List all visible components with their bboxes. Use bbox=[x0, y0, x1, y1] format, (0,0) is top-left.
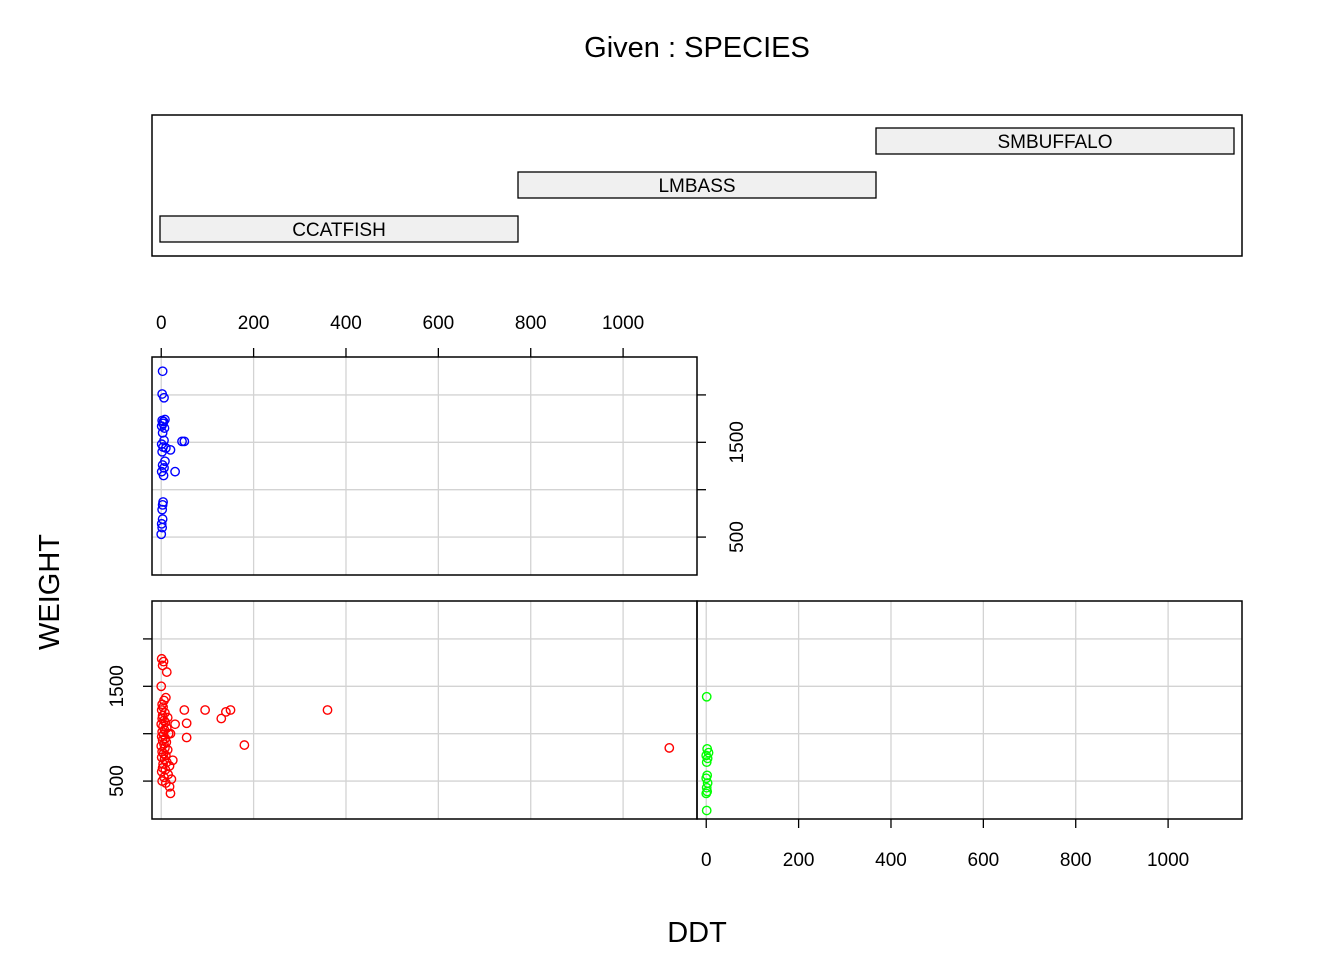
panel-lmbass: 0 200 400 600 800 1000 500 1500 bbox=[151, 313, 748, 576]
data-point bbox=[701, 788, 712, 799]
data-point bbox=[322, 705, 333, 715]
data-point bbox=[157, 522, 168, 533]
data-point bbox=[701, 773, 712, 784]
data-point bbox=[160, 707, 170, 718]
y-tick-label: 1500 bbox=[107, 665, 128, 707]
data-point bbox=[702, 753, 713, 764]
x-tick-label: 800 bbox=[515, 313, 547, 334]
data-point bbox=[181, 718, 192, 729]
data-point bbox=[158, 656, 169, 667]
given-title: Given : SPECIES bbox=[584, 32, 810, 64]
data-point bbox=[701, 691, 712, 702]
data-point bbox=[170, 466, 180, 477]
data-point bbox=[156, 653, 167, 664]
data-point bbox=[157, 446, 168, 457]
data-point bbox=[156, 681, 167, 692]
data-point bbox=[157, 499, 168, 510]
panels: 500 1500 0 200 400 600 800 1000 500 1500 0 200 400 60… bbox=[107, 313, 1243, 871]
data-point bbox=[165, 788, 176, 799]
x-tick-label: 1000 bbox=[602, 313, 644, 334]
data-point bbox=[167, 755, 178, 766]
given-bar-label: SMBUFFALO bbox=[997, 132, 1112, 153]
data-point bbox=[164, 781, 175, 792]
y-axis-title: WEIGHT bbox=[34, 534, 66, 650]
panel-frame bbox=[151, 600, 698, 820]
data-point bbox=[179, 436, 190, 447]
x-tick-label: 400 bbox=[875, 850, 907, 871]
data-point bbox=[157, 762, 168, 773]
data-point bbox=[158, 470, 169, 481]
data-point bbox=[156, 529, 167, 540]
x-tick-label: 600 bbox=[968, 850, 1000, 871]
data-point bbox=[701, 782, 712, 793]
data-point bbox=[200, 705, 211, 715]
y-tick-label: 500 bbox=[107, 765, 128, 797]
given-bars: CCATFISH LMBASS SMBUFFALO bbox=[159, 127, 1235, 243]
x-tick-label: 800 bbox=[1060, 850, 1092, 871]
panel-frame bbox=[151, 356, 698, 576]
data-point bbox=[225, 705, 236, 715]
y-tick-label: 500 bbox=[727, 521, 748, 553]
y-tick-label: 1500 bbox=[727, 421, 748, 463]
given-bar-smbuffalo bbox=[875, 127, 1235, 155]
data-point bbox=[156, 518, 167, 529]
panel-smbuffalo: 0 200 400 600 800 1000 bbox=[696, 600, 1243, 871]
data-point bbox=[239, 740, 250, 750]
data-point bbox=[701, 805, 712, 816]
given-bar-label: CCATFISH bbox=[292, 220, 386, 241]
data-point bbox=[156, 766, 167, 777]
data-point bbox=[165, 728, 176, 739]
x-tick-label: 200 bbox=[238, 313, 270, 334]
x-axis-title: DDT bbox=[667, 917, 727, 949]
data-point bbox=[220, 706, 231, 717]
x-tick-label: 200 bbox=[783, 850, 815, 871]
panel-frame bbox=[696, 600, 1243, 820]
data-point bbox=[216, 713, 227, 724]
given-bar-ccatfish bbox=[159, 215, 519, 243]
data-point bbox=[156, 421, 167, 432]
data-point bbox=[170, 719, 180, 730]
given-bar-lmbass bbox=[517, 171, 877, 199]
data-point bbox=[159, 392, 169, 403]
data-point bbox=[159, 423, 170, 433]
x-tick-label: 400 bbox=[330, 313, 362, 334]
given-panel-frame bbox=[151, 114, 1243, 257]
x-tick-label: 1000 bbox=[1147, 850, 1189, 871]
panel-ccatfish: 500 1500 bbox=[107, 600, 698, 820]
given-bar-label: LMBASS bbox=[658, 176, 735, 197]
data-point bbox=[161, 667, 172, 677]
data-point bbox=[701, 757, 712, 768]
data-point bbox=[157, 366, 168, 377]
x-tick-label: 0 bbox=[701, 850, 712, 871]
x-tick-label: 600 bbox=[423, 313, 455, 334]
data-point bbox=[664, 743, 675, 753]
data-point bbox=[157, 504, 168, 515]
data-point bbox=[179, 705, 190, 715]
x-tick-label: 0 bbox=[156, 313, 167, 334]
data-point bbox=[181, 732, 192, 743]
data-point bbox=[703, 747, 714, 758]
